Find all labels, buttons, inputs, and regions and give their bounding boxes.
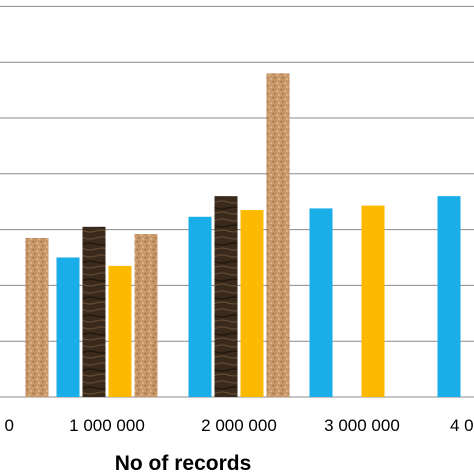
bar-series-4-cat-3 bbox=[266, 73, 290, 398]
bar-series-2-cat-3 bbox=[214, 196, 238, 397]
x-tick-labels: 0 1 000 000 2 000 000 3 000 000 4 000 000 bbox=[5, 416, 474, 435]
bar-series-4-cat-1 bbox=[25, 237, 49, 397]
bar-series-2-cat-2 bbox=[82, 226, 106, 397]
bar-series-3-cat-2 bbox=[108, 265, 132, 397]
bar-series-1-cat-2 bbox=[56, 257, 80, 397]
bars bbox=[25, 73, 461, 398]
bar-series-3-cat-4 bbox=[361, 205, 385, 397]
x-tick-label: 2 000 000 bbox=[201, 416, 277, 435]
bar-series-1-cat-5 bbox=[437, 196, 461, 397]
bar-series-1-cat-3 bbox=[188, 216, 212, 397]
x-tick-label: 1 000 000 bbox=[69, 416, 145, 435]
x-axis-title: No of records bbox=[115, 452, 252, 474]
bar-series-1-cat-4 bbox=[309, 208, 333, 397]
x-tick-label: 4 000 000 bbox=[450, 416, 474, 435]
x-tick-label: 0 bbox=[5, 416, 14, 435]
bar-series-4-cat-2 bbox=[134, 234, 158, 397]
x-tick-label: 3 000 000 bbox=[324, 416, 400, 435]
bar-series-3-cat-3 bbox=[240, 210, 264, 397]
